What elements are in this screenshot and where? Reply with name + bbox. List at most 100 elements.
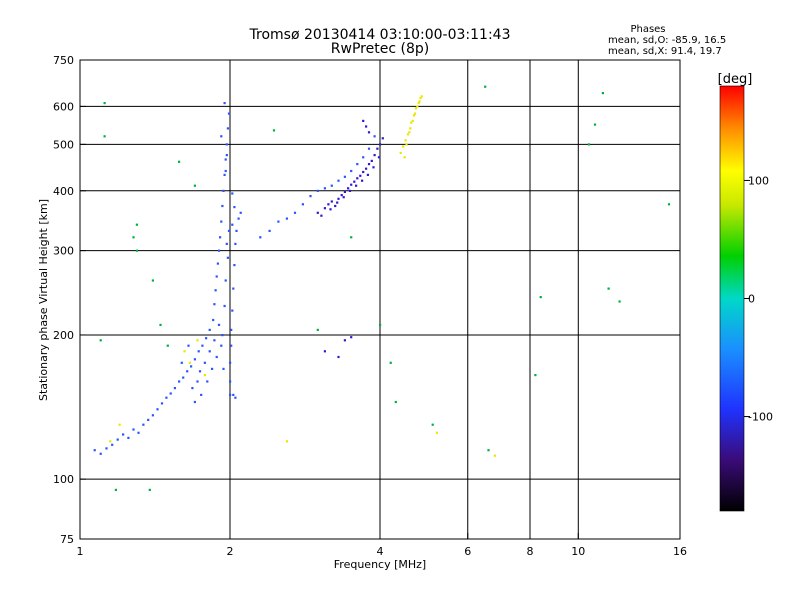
data-point (103, 135, 106, 138)
data-point (223, 173, 226, 176)
data-point (365, 167, 368, 170)
data-point (340, 194, 343, 197)
data-point (196, 339, 199, 342)
data-point (182, 376, 185, 379)
colorbar-ticks: 100 0 -100 (744, 174, 773, 424)
x-tick-label: 10 (571, 545, 585, 558)
x-tick-label: 4 (377, 545, 384, 558)
data-point (399, 151, 402, 154)
data-point (367, 131, 371, 134)
data-point (356, 163, 359, 166)
data-point (330, 200, 333, 203)
data-point (208, 350, 211, 353)
data-point (183, 350, 186, 353)
data-point (122, 433, 125, 436)
data-point (166, 344, 169, 347)
data-point (235, 229, 238, 232)
data-point (372, 166, 375, 169)
data-point (367, 147, 371, 150)
data-point (230, 328, 233, 331)
data-point (362, 156, 365, 159)
data-point (221, 334, 224, 337)
y-tick-label: 100 (53, 473, 74, 486)
y-tick-label: 600 (53, 100, 74, 113)
data-point (231, 192, 234, 195)
data-point (419, 96, 422, 100)
data-point (342, 196, 345, 199)
data-point (99, 339, 102, 342)
data-point (334, 204, 337, 208)
data-point (323, 187, 326, 190)
data-point (227, 229, 231, 232)
data-point (405, 143, 408, 146)
data-point (109, 440, 112, 443)
data-point (362, 170, 365, 174)
x-tick-label: 1 (77, 545, 84, 558)
data-point (203, 361, 206, 364)
data-point (214, 289, 217, 292)
data-point (348, 189, 352, 192)
data-point (356, 177, 359, 180)
data-point (232, 287, 235, 290)
stats-line-x: mean, sd,X: 91.4, 19.7 (608, 46, 722, 57)
data-point (231, 309, 234, 312)
data-point (414, 107, 417, 110)
data-point (216, 262, 219, 265)
data-point (336, 201, 339, 204)
data-point (222, 189, 225, 192)
data-point (379, 143, 382, 146)
data-point (220, 220, 223, 223)
data-point (193, 400, 196, 404)
data-point (224, 279, 227, 282)
data-point (316, 211, 319, 214)
data-point (135, 223, 138, 226)
data-point (350, 183, 353, 186)
data-point (220, 344, 223, 347)
data-point (224, 169, 227, 173)
data-point (435, 431, 438, 434)
stats-heading: Phases (630, 24, 665, 35)
data-point (221, 204, 224, 208)
data-point (394, 400, 397, 404)
data-point (193, 358, 196, 361)
data-point (381, 137, 384, 140)
data-point (225, 143, 228, 146)
data-points (93, 85, 671, 491)
data-point (187, 344, 190, 347)
data-point (201, 344, 204, 347)
data-point (601, 92, 604, 95)
chart-subtitle: RwPretec (8p) (331, 41, 429, 57)
data-point (259, 236, 262, 239)
data-point (539, 296, 542, 299)
data-point (417, 102, 420, 105)
data-point (229, 393, 232, 396)
data-point (151, 414, 154, 417)
data-point (337, 197, 340, 200)
data-point (402, 145, 405, 148)
y-tick-label: 75 (60, 533, 74, 546)
data-point (323, 350, 326, 353)
data-point (365, 125, 368, 128)
data-point (411, 119, 414, 122)
data-point (309, 195, 312, 198)
data-point (301, 203, 304, 206)
data-point (105, 447, 108, 450)
data-point (406, 133, 410, 136)
x-axis-label: Frequency [MHz] (334, 558, 426, 571)
y-axis-label: Stationary phase Virtual Height [km] (37, 199, 50, 401)
data-point (217, 323, 221, 326)
data-point (350, 169, 353, 173)
data-point (219, 236, 222, 239)
x-tick-label: 16 (673, 545, 687, 558)
x-tick-label: 8 (527, 545, 534, 558)
data-point (353, 180, 356, 183)
grid (80, 60, 680, 539)
data-point (231, 223, 234, 226)
data-point (320, 214, 323, 217)
data-point (229, 361, 232, 364)
data-point (198, 370, 202, 373)
data-point (234, 396, 237, 399)
data-point (186, 370, 189, 373)
data-point (355, 184, 358, 187)
data-point (212, 318, 215, 322)
